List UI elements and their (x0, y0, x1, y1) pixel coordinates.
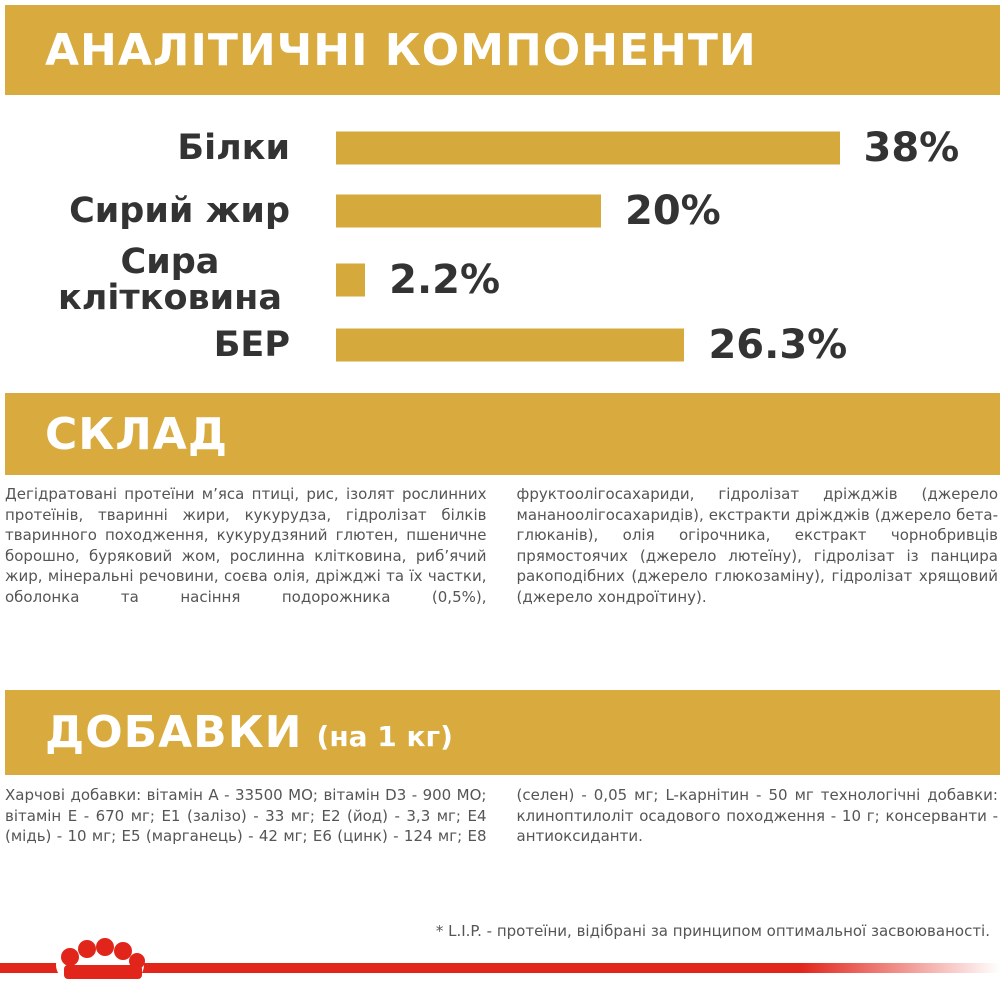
category-label: Сира клітковина (58, 242, 282, 318)
value-label: 20% (625, 188, 721, 234)
composition-band: СКЛАД (5, 393, 1000, 475)
bar (336, 194, 601, 228)
brand-strip (0, 938, 1000, 991)
footnote: * L.I.P. - протеїни, відібрані за принци… (435, 922, 990, 940)
additives-band: ДОБАВКИ (на 1 кг) (5, 690, 1000, 775)
header-title: АНАЛІТИЧНІ КОМПОНЕНТИ (45, 24, 757, 76)
category-label: Білки (177, 128, 290, 168)
additives-subtitle: (на 1 кг) (316, 720, 453, 753)
bar (336, 328, 685, 362)
value-label: 38% (863, 125, 960, 171)
composition-text: Дегідратовані протеїни м’яса птиці, рис,… (5, 485, 998, 606)
bar (336, 263, 366, 297)
category-label: Сирий жир (69, 191, 290, 231)
category-label: БЕР (213, 325, 290, 365)
value-label: 2.2% (389, 257, 501, 303)
header-band: АНАЛІТИЧНІ КОМПОНЕНТИ (5, 5, 1000, 95)
value-label: 26.3% (708, 322, 848, 368)
red-line (0, 963, 1000, 973)
additives-title: ДОБАВКИ (45, 707, 303, 758)
composition-title: СКЛАД (45, 408, 229, 460)
bar (336, 131, 840, 165)
additives-text: Харчові добавки: вітамін A - 33500 МО; в… (5, 786, 998, 845)
crown-logo (56, 938, 145, 991)
